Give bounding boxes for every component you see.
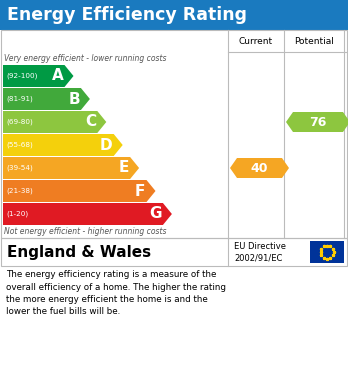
Text: (21-38): (21-38)	[6, 188, 33, 194]
Polygon shape	[3, 134, 123, 156]
Text: E: E	[119, 160, 129, 176]
Text: Potential: Potential	[294, 36, 334, 45]
Text: (1-20): (1-20)	[6, 211, 28, 217]
Text: G: G	[149, 206, 162, 221]
Text: B: B	[68, 91, 80, 106]
Text: A: A	[52, 68, 63, 84]
Text: EU Directive
2002/91/EC: EU Directive 2002/91/EC	[234, 242, 286, 262]
Polygon shape	[3, 203, 172, 225]
Polygon shape	[286, 112, 348, 132]
Bar	[310, 241, 344, 263]
Text: (69-80): (69-80)	[6, 119, 33, 125]
Polygon shape	[3, 157, 139, 179]
Text: Not energy efficient - higher running costs: Not energy efficient - higher running co…	[4, 227, 166, 236]
Text: Current: Current	[239, 36, 273, 45]
Polygon shape	[3, 88, 90, 110]
Polygon shape	[230, 158, 289, 178]
Text: 40: 40	[251, 161, 268, 174]
Text: The energy efficiency rating is a measure of the
overall efficiency of a home. T: The energy efficiency rating is a measur…	[6, 270, 226, 316]
Text: (81-91): (81-91)	[6, 96, 33, 102]
Polygon shape	[3, 180, 156, 202]
Bar	[1, 30, 347, 238]
Text: D: D	[100, 138, 113, 152]
Bar	[0, 0, 348, 30]
Text: (39-54): (39-54)	[6, 165, 33, 171]
Text: England & Wales: England & Wales	[7, 244, 151, 260]
Bar	[1, 238, 347, 266]
Text: F: F	[135, 183, 145, 199]
Text: Energy Efficiency Rating: Energy Efficiency Rating	[7, 6, 247, 24]
Text: (55-68): (55-68)	[6, 142, 33, 148]
Text: C: C	[85, 115, 96, 129]
Text: 76: 76	[309, 115, 327, 129]
Text: Very energy efficient - lower running costs: Very energy efficient - lower running co…	[4, 54, 166, 63]
Polygon shape	[3, 65, 73, 87]
Polygon shape	[3, 111, 106, 133]
Text: (92-100): (92-100)	[6, 73, 37, 79]
